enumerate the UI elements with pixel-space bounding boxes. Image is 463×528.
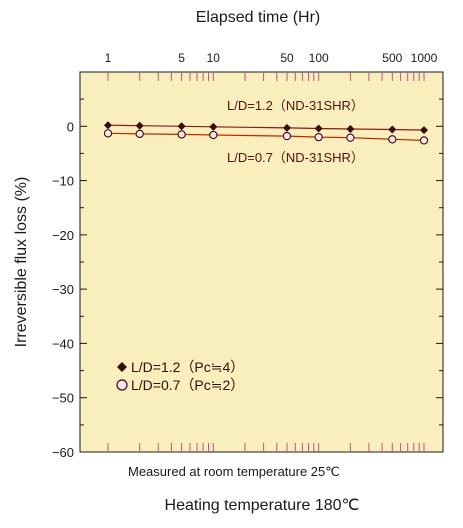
series-annotation-ld07: L/D=0.7（ND-31SHR） (227, 150, 364, 165)
series-1-point-2 (135, 129, 144, 139)
x-axis-title: Elapsed time (Hr) (196, 9, 320, 26)
series-1-point-200 (346, 133, 355, 142)
series-0-point-100 (314, 124, 323, 133)
series-annotation-ld12: L/D=1.2（ND-31SHR） (227, 98, 364, 113)
series-1-point-10 (209, 130, 218, 140)
series-0-point-5 (177, 122, 186, 131)
x-axis-tick-labels: 1 5 10 50 100 500 1000 (105, 51, 438, 65)
x-tick-label-1000: 1000 (411, 51, 438, 65)
series-1-point-1000 (419, 136, 429, 145)
series-1-point-500 (388, 135, 397, 144)
series-1-point-5 (177, 130, 186, 139)
series-1-point-50 (282, 131, 292, 141)
x-tick-label-500: 500 (382, 51, 402, 65)
measurement-note: Measured at room temperature 25℃ (128, 464, 340, 479)
series-1-point-100 (314, 132, 323, 142)
series-0-point-2 (135, 121, 144, 130)
y-axis-title: Irreversible flux loss (%) (13, 177, 30, 348)
series-0-point-50 (282, 123, 291, 132)
series-0-point-500 (388, 125, 397, 134)
y-tick-label-0: 0 (67, 119, 74, 134)
y-tick-label--60: −60 (52, 445, 74, 460)
series-0-point-1000 (420, 126, 428, 135)
heating-temperature-caption: Heating temperature 180℃ (165, 497, 360, 514)
x-tick-label-100: 100 (309, 51, 329, 65)
x-tick-label-5: 5 (178, 51, 185, 65)
x-tick-label-50: 50 (280, 51, 294, 65)
y-tick-label--40: −40 (52, 336, 74, 351)
y-tick-label--20: −20 (52, 228, 74, 243)
series-0-point-1 (104, 121, 112, 130)
legend-marker-circle (116, 379, 128, 391)
legend: L/D=1.2（Pc≒4） L/D=0.7（Pc≒2） (116, 359, 244, 393)
y-axis-tick-labels: 0 −10 −20 −30 −40 −50 −60 (52, 119, 74, 460)
y-axis-ticks (80, 71, 443, 453)
x-tick-label-1: 1 (105, 51, 112, 65)
series-0-point-10 (209, 122, 218, 131)
legend-label-ld12: L/D=1.2（Pc≒4） (131, 359, 244, 375)
y-tick-label--10: −10 (52, 174, 74, 189)
legend-label-ld07: L/D=0.7（Pc≒2） (131, 377, 244, 393)
legend-marker-diamond (117, 362, 127, 372)
series-layer (103, 121, 429, 145)
y-tick-label--50: −50 (52, 391, 74, 406)
series-1-point-1 (103, 129, 113, 138)
y-tick-label--30: −30 (52, 282, 74, 297)
x-tick-label-10: 10 (207, 51, 221, 65)
x-axis-ticks (107, 72, 425, 452)
series-0-point-200 (346, 125, 355, 133)
